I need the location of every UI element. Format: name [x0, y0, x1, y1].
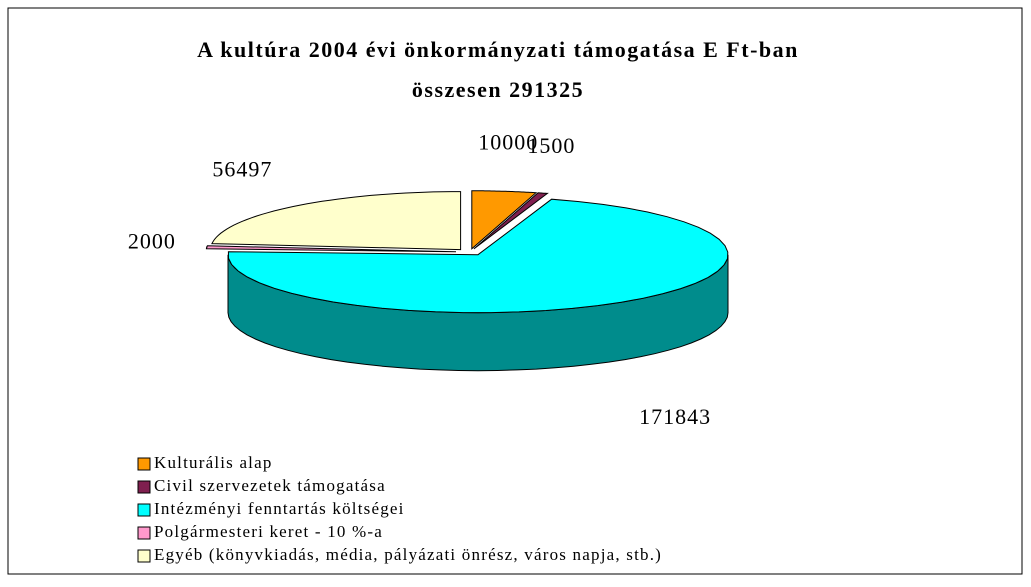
slice: [205, 245, 457, 253]
legend-label: Egyéb (könyvkiadás, média, pályázati önr…: [154, 545, 662, 564]
legend-label: Polgármesteri keret - 10 %-a: [154, 522, 383, 541]
legend-label: Intézményi fenntartás költségei: [154, 499, 405, 518]
data-label: 171843: [639, 404, 711, 429]
slice: [211, 191, 462, 251]
chart-subtitle: összesen 291325: [412, 77, 584, 102]
legend-swatch: [137, 457, 151, 471]
slice: [471, 190, 538, 250]
data-label: 1500: [527, 133, 575, 158]
slice: [227, 198, 729, 314]
chart-title: A kultúra 2004 évi önkormányzati támogat…: [197, 37, 799, 62]
legend-swatch: [137, 549, 151, 563]
legend-swatch: [137, 480, 151, 494]
legend-label: Civil szervezetek támogatása: [154, 476, 386, 495]
legend-swatch: [137, 526, 151, 540]
data-label: 10000: [478, 130, 538, 155]
data-label: 56497: [212, 157, 272, 182]
slice: [473, 192, 549, 250]
data-label: 2000: [128, 229, 176, 254]
legend-label: Kulturális alap: [154, 453, 273, 472]
legend-swatch: [137, 503, 151, 517]
